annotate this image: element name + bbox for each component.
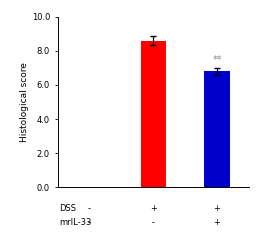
- Text: mrIL-33: mrIL-33: [59, 218, 91, 227]
- Text: +: +: [150, 204, 157, 213]
- Bar: [140, 41, 166, 187]
- Y-axis label: Histological score: Histological score: [20, 62, 29, 142]
- Text: +: +: [214, 218, 220, 227]
- Text: -: -: [152, 218, 155, 227]
- Text: -: -: [88, 204, 91, 213]
- Text: **: **: [212, 55, 222, 65]
- Bar: [204, 71, 230, 187]
- Text: +: +: [214, 204, 220, 213]
- Text: DSS: DSS: [59, 204, 76, 213]
- Text: -: -: [88, 218, 91, 227]
